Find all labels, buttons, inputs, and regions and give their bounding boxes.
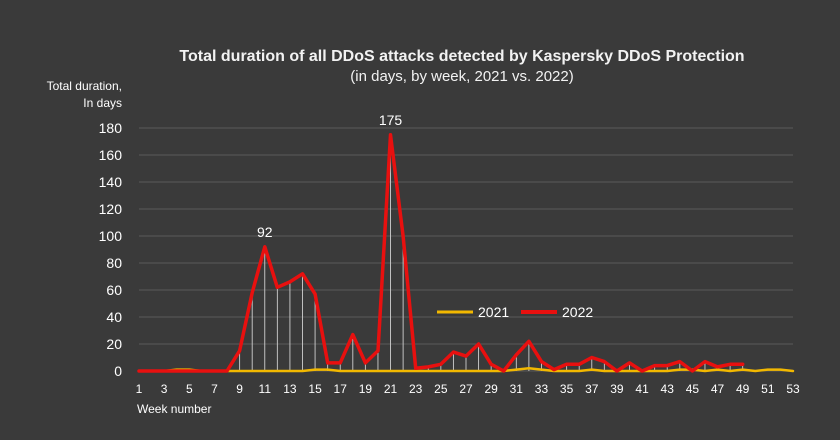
x-tick-label: 51 [761, 382, 775, 396]
y-tick-label: 20 [106, 336, 122, 352]
grid-lines [139, 127, 793, 372]
legend-label-2021: 2021 [478, 304, 509, 320]
chart-subtitle: (in days, by week, 2021 vs. 2022) [350, 68, 574, 85]
data-label: 92 [257, 224, 273, 240]
x-tick-label: 15 [308, 382, 322, 396]
x-tick-label: 5 [186, 382, 193, 396]
x-axis-label: Week number [137, 402, 212, 416]
y-tick-label: 160 [99, 147, 123, 163]
x-tick-label: 41 [635, 382, 649, 396]
x-tick-label: 39 [610, 382, 624, 396]
series-line-2022 [137, 133, 745, 373]
x-tick-label: 29 [484, 382, 498, 396]
x-tick-label: 47 [711, 382, 725, 396]
x-tick-labels: 1 3 5 7 9 11 13 15 17 19 21 23 25 27 29 31 33 35 37 39 41 43 4… [136, 382, 800, 396]
x-tick-label: 27 [459, 382, 473, 396]
x-tick-label: 53 [786, 382, 800, 396]
x-tick-label: 13 [283, 382, 297, 396]
y-tick-label: 60 [106, 282, 122, 298]
x-tick-label: 17 [334, 382, 348, 396]
x-tick-label: 33 [535, 382, 549, 396]
drop-lines [239, 134, 744, 371]
x-tick-label: 43 [661, 382, 675, 396]
y-axis-label-line: In days [83, 96, 122, 110]
x-tick-label: 21 [384, 382, 398, 396]
x-tick-label: 31 [510, 382, 524, 396]
legend-label-2022: 2022 [562, 304, 593, 320]
y-tick-label: 40 [106, 309, 122, 325]
annotations: 92 175 [257, 112, 402, 240]
y-tick-label: 0 [114, 363, 122, 379]
x-tick-label: 19 [359, 382, 373, 396]
y-tick-label: 180 [99, 120, 123, 136]
x-tick-label: 23 [409, 382, 423, 396]
y-tick-label: 140 [99, 174, 123, 190]
x-tick-label: 11 [259, 382, 272, 396]
y-axis-label: Total duration, In days [20, 78, 122, 112]
x-tick-label: 37 [585, 382, 599, 396]
x-tick-label: 9 [236, 382, 243, 396]
y-tick-label: 100 [99, 228, 123, 244]
x-tick-label: 1 [136, 382, 143, 396]
x-tick-label: 3 [161, 382, 168, 396]
y-tick-label: 120 [99, 201, 123, 217]
y-axis-label-line: Total duration, [46, 79, 122, 93]
x-tick-label: 35 [560, 382, 574, 396]
x-tick-label: 49 [736, 382, 750, 396]
series-lines [137, 133, 795, 373]
chart-title: Total duration of all DDoS attacks detec… [179, 48, 745, 65]
series-line-2021 [137, 367, 795, 373]
legend: 2021 2022 [437, 304, 593, 320]
x-tick-label: 25 [434, 382, 448, 396]
y-tick-label: 80 [106, 255, 122, 271]
y-tick-labels: 0 20 40 60 80 100 120 140 160 180 [99, 120, 123, 379]
x-tick-label: 7 [211, 382, 218, 396]
data-label: 175 [379, 112, 403, 128]
x-tick-label: 45 [686, 382, 700, 396]
